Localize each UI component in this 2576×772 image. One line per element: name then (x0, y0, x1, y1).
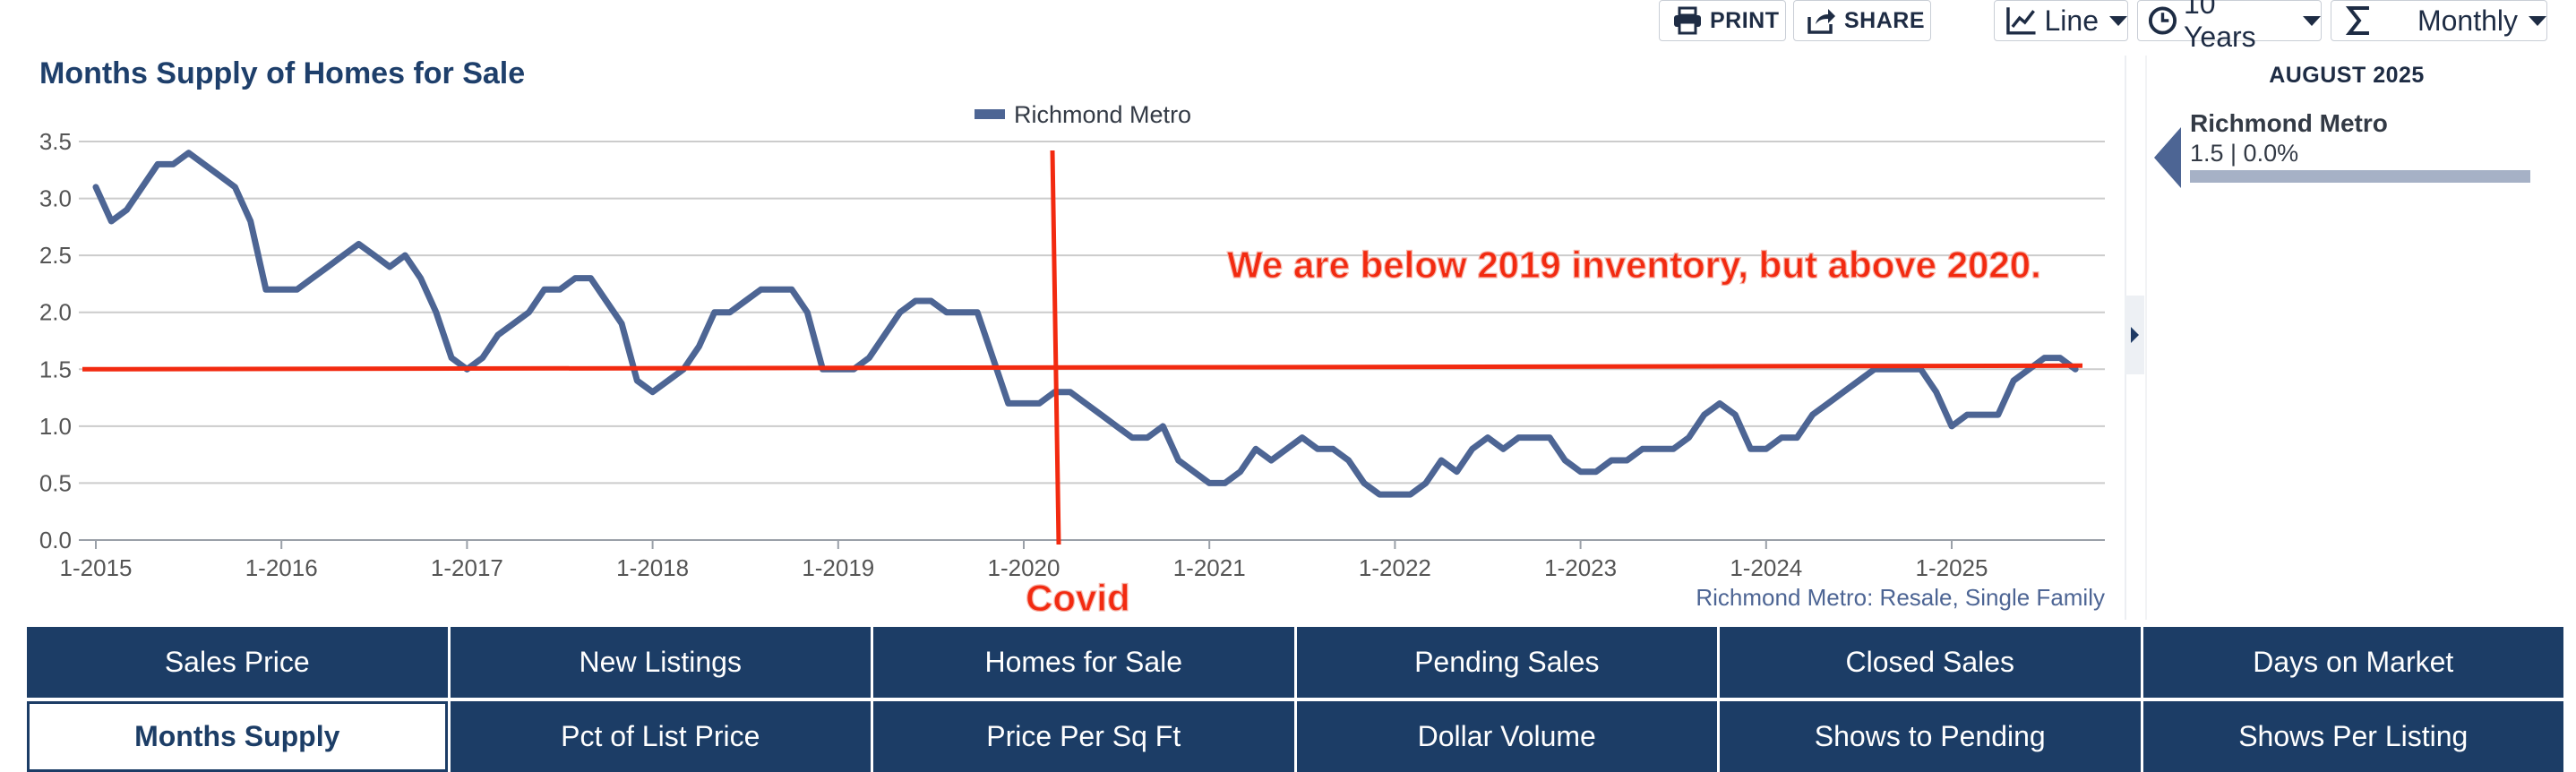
y-tick-label: 3.0 (39, 185, 72, 212)
line-chart-icon (2006, 7, 2036, 35)
source-note: Richmond Metro: Resale, Single Family (1696, 584, 2105, 611)
annotation-covid-label: Covid (1026, 577, 1130, 619)
sidebar-series-value: 1.5 | 0.0% (2190, 140, 2299, 167)
x-tick-label: 1-2019 (802, 554, 874, 581)
y-tick-label: 2.0 (39, 299, 72, 326)
x-tick-label: 1-2020 (988, 554, 1060, 581)
chart-type-value: Line (2044, 4, 2099, 37)
chevron-down-icon (2529, 15, 2546, 26)
series-richmond-metro[interactable] (92, 150, 2079, 498)
tab-price-per-sq-ft[interactable]: Price Per Sq Ft (873, 701, 1294, 772)
sigma-icon (2346, 6, 2369, 35)
chart-title: Months Supply of Homes for Sale (39, 56, 525, 90)
reference-line-horizontal (82, 363, 2083, 372)
tab-shows-to-pending[interactable]: Shows to Pending (1720, 701, 2141, 772)
chart-type-select[interactable]: Line (1994, 0, 2128, 41)
tab-pending-sales[interactable]: Pending Sales (1296, 627, 1717, 698)
tab-pct-of-list-price[interactable]: Pct of List Price (450, 701, 871, 772)
tab-sales-price[interactable]: Sales Price (27, 627, 448, 698)
x-tick-label: 1-2016 (245, 554, 318, 581)
pointer-arrow-icon (2154, 127, 2181, 188)
sidebar-value-bar (2190, 170, 2530, 183)
clock-icon (2148, 6, 2177, 35)
chart-legend[interactable]: Richmond Metro (975, 101, 1191, 128)
x-tick-label: 1-2024 (1730, 554, 1802, 581)
y-tick-label: 0.0 (39, 527, 72, 553)
print-label: PRINT (1710, 7, 1780, 33)
sidebar-series-name: Richmond Metro (2190, 109, 2388, 137)
x-tick-label: 1-2022 (1359, 554, 1431, 581)
tab-closed-sales[interactable]: Closed Sales (1720, 627, 2141, 698)
sidebar-month: AUGUST 2025 (2269, 63, 2425, 88)
y-axis: 0.0 0.5 1.0 1.5 2.0 2.5 3.0 3.5 (39, 128, 72, 553)
reference-line-vertical (1050, 150, 1061, 545)
chevron-right-icon (2130, 327, 2139, 343)
y-tick-label: 3.5 (39, 128, 72, 155)
x-tick-label: 1-2021 (1173, 554, 1246, 581)
chart-grid (79, 141, 2105, 541)
aggregation-value: Monthly (2417, 4, 2518, 37)
metric-tabs: Sales Price New Listings Homes for Sale Pen… (27, 627, 2576, 772)
y-tick-label: 2.5 (39, 242, 72, 269)
x-tick-label: 1-2015 (60, 554, 133, 581)
share-button[interactable]: SHARE (1793, 0, 1931, 41)
period-value: 10 Years (2183, 0, 2256, 53)
chevron-down-icon (2109, 15, 2127, 26)
share-label: SHARE (1844, 7, 1926, 33)
x-axis: 1-2015 1-2016 1-2017 1-2018 1-2019 1-2020 1-20… (60, 540, 1988, 581)
tab-new-listings[interactable]: New Listings (450, 627, 871, 698)
legend-swatch (975, 109, 1005, 119)
printer-icon (1674, 6, 1701, 35)
tab-shows-per-listing[interactable]: Shows Per Listing (2142, 701, 2563, 772)
legend-label: Richmond Metro (1014, 101, 1191, 128)
y-tick-label: 1.0 (39, 413, 72, 440)
print-button[interactable]: PRINT (1659, 0, 1786, 41)
tab-dollar-volume[interactable]: Dollar Volume (1296, 701, 1717, 772)
y-tick-label: 0.5 (39, 469, 72, 496)
aggregation-select[interactable]: Monthly (2331, 0, 2547, 41)
collapse-panel-button[interactable] (2125, 296, 2144, 374)
series-line-richmond-metro[interactable] (92, 150, 2079, 498)
x-tick-label: 1-2018 (616, 554, 689, 581)
x-tick-label: 1-2025 (1916, 554, 1988, 581)
tab-homes-for-sale[interactable]: Homes for Sale (873, 627, 1294, 698)
chevron-down-icon (2303, 15, 2321, 26)
months-supply-chart: Months Supply of Homes for Sale Richmond… (39, 56, 2105, 620)
tab-months-supply[interactable]: Months Supply (27, 701, 448, 772)
x-tick-label: 1-2023 (1544, 554, 1617, 581)
annotations: We are below 2019 inventory, but above 2… (82, 150, 2083, 620)
tab-days-on-market[interactable]: Days on Market (2142, 627, 2563, 698)
share-icon (1807, 9, 1835, 34)
panel-divider (2145, 56, 2147, 620)
annotation-note: We are below 2019 inventory, but above 2… (1227, 244, 2041, 286)
y-tick-label: 1.5 (39, 356, 72, 382)
period-select[interactable]: 10 Years (2137, 0, 2322, 53)
x-tick-label: 1-2017 (431, 554, 503, 581)
